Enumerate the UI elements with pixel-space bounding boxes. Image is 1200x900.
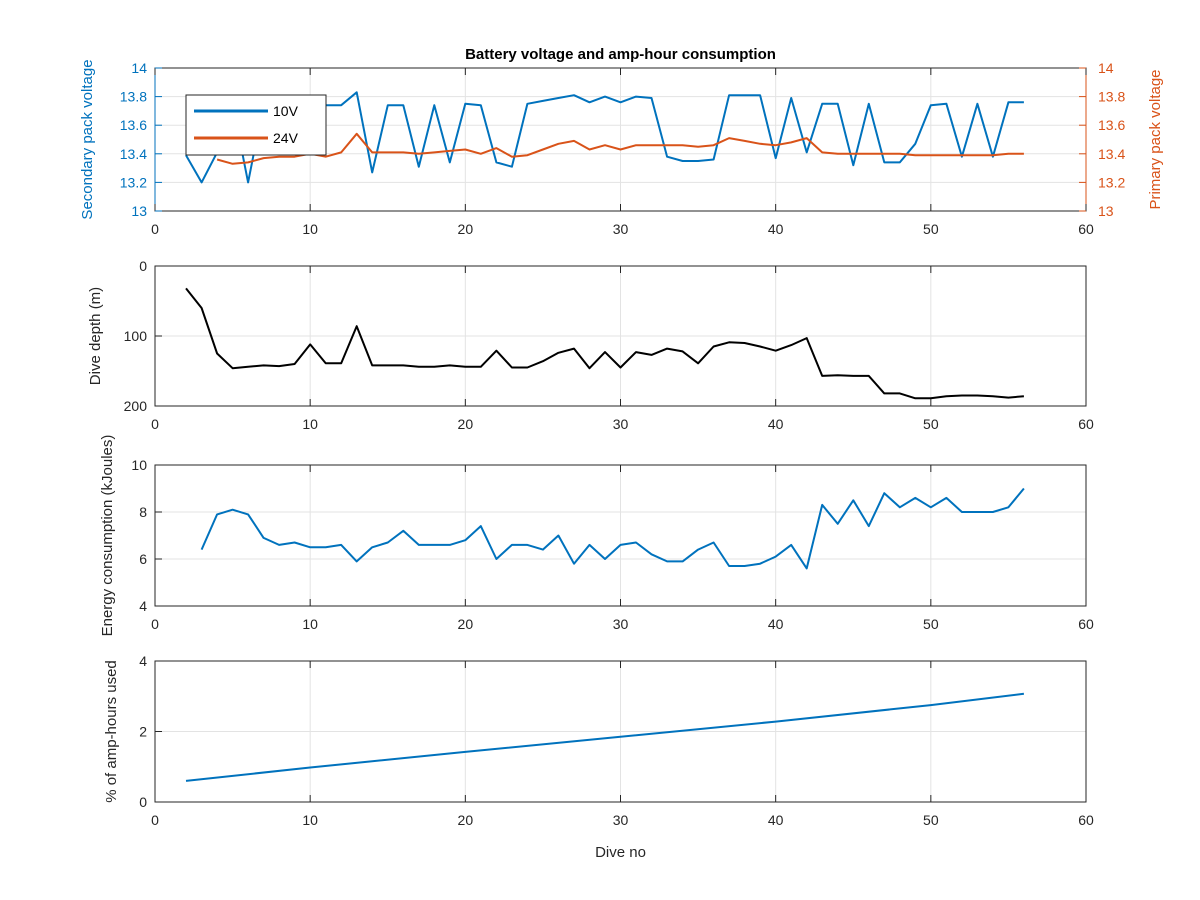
x-tick-label: 10 (302, 221, 318, 237)
y-axis-label: Energy consumption (kJoules) (99, 435, 116, 637)
y-right-tick-label: 13.8 (1098, 89, 1125, 105)
x-tick-label: 60 (1078, 416, 1094, 432)
x-tick-label: 30 (613, 416, 629, 432)
x-tick-label: 0 (151, 616, 159, 632)
x-tick-label: 0 (151, 812, 159, 828)
y-tick-label: 4 (139, 653, 147, 669)
y-tick-label: 4 (139, 598, 147, 614)
y-axis-label: % of amp-hours used (103, 660, 120, 803)
y-tick-label: 6 (139, 551, 147, 567)
y-tick-label: 13 (131, 203, 147, 219)
chart-title: Battery voltage and amp-hour consumption (465, 46, 776, 63)
series-line-3 (185, 692, 1025, 782)
x-tick-label: 50 (923, 416, 939, 432)
y-axis-label: Dive depth (m) (87, 287, 104, 385)
x-axis-label: Dive no (595, 844, 646, 861)
y-axis-label: Secondary pack voltage (79, 59, 96, 219)
x-tick-label: 50 (923, 221, 939, 237)
x-tick-label: 40 (768, 616, 784, 632)
y-tick-label: 0 (139, 258, 147, 274)
x-tick-label: 60 (1078, 221, 1094, 237)
x-tick-label: 10 (302, 616, 318, 632)
y-tick-label: 13.4 (120, 146, 147, 162)
series-line-1 (185, 287, 1024, 400)
x-tick-label: 10 (302, 812, 318, 828)
y-axis-label-right: Primary pack voltage (1147, 69, 1164, 209)
series-line-24v (216, 132, 1024, 165)
y-tick-label: 200 (124, 398, 148, 414)
y-right-tick-label: 13.2 (1098, 174, 1125, 190)
y-tick-label: 100 (124, 328, 148, 344)
y-tick-label: 13.2 (120, 174, 147, 190)
x-tick-label: 20 (458, 221, 474, 237)
x-tick-label: 20 (458, 616, 474, 632)
y-tick-label: 8 (139, 504, 147, 520)
y-tick-label: 13.8 (120, 89, 147, 105)
x-tick-label: 30 (613, 616, 629, 632)
y-right-tick-label: 14 (1098, 60, 1114, 76)
x-tick-label: 60 (1078, 812, 1094, 828)
y-tick-label: 0 (139, 794, 147, 810)
y-tick-label: 13.6 (120, 117, 147, 133)
x-tick-label: 0 (151, 416, 159, 432)
x-tick-label: 20 (458, 812, 474, 828)
x-tick-label: 40 (768, 416, 784, 432)
x-tick-label: 10 (302, 416, 318, 432)
series-line-2 (200, 487, 1025, 570)
y-tick-label: 2 (139, 724, 147, 740)
y-right-tick-label: 13.6 (1098, 117, 1125, 133)
x-tick-label: 40 (768, 221, 784, 237)
legend-box (185, 94, 327, 156)
x-tick-label: 30 (613, 812, 629, 828)
y-right-tick-label: 13 (1098, 203, 1114, 219)
legend-label-24v: 24V (273, 130, 299, 146)
y-tick-label: 10 (131, 457, 147, 473)
x-tick-label: 40 (768, 812, 784, 828)
legend-label-10v: 10V (273, 103, 299, 119)
x-tick-label: 30 (613, 221, 629, 237)
y-right-tick-label: 13.4 (1098, 146, 1125, 162)
x-tick-label: 50 (923, 616, 939, 632)
x-tick-label: 60 (1078, 616, 1094, 632)
x-tick-label: 20 (458, 416, 474, 432)
y-tick-label: 14 (131, 60, 147, 76)
x-tick-label: 50 (923, 812, 939, 828)
x-tick-label: 0 (151, 221, 159, 237)
